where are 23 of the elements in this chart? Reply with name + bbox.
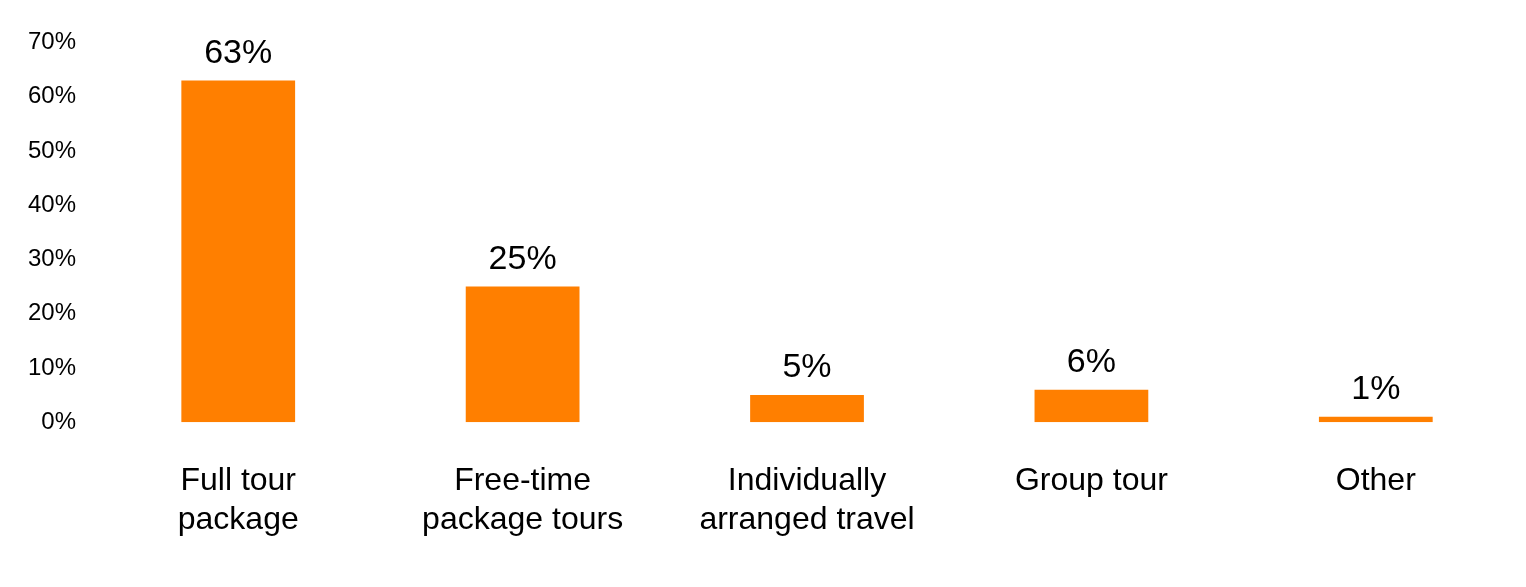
data-label: 63%	[204, 31, 273, 70]
bar	[750, 395, 864, 423]
data-label: 1%	[1351, 368, 1401, 407]
y-tick-label: 50%	[27, 135, 77, 163]
data-label: 5%	[782, 346, 832, 385]
y-tick-label: 40%	[27, 189, 77, 217]
bar	[1034, 389, 1149, 423]
x-tick-label: Other	[1335, 461, 1417, 498]
x-tick-label: Individually arranged travel	[699, 461, 915, 536]
y-tick-label: 0%	[41, 406, 77, 434]
y-tick-label: 10%	[27, 352, 77, 380]
x-tick-label: Full tour package	[177, 461, 299, 536]
y-tick-label: 30%	[27, 244, 77, 272]
data-label: 6%	[1066, 341, 1116, 380]
bar	[181, 80, 296, 423]
y-tick-label: 70%	[27, 27, 77, 55]
x-tick-label: Free-time package tours	[422, 461, 624, 536]
bar	[1318, 416, 1433, 423]
x-tick-label: Group tour	[1014, 461, 1169, 498]
data-label: 25%	[488, 237, 557, 276]
bar	[465, 286, 580, 423]
y-tick-label: 60%	[27, 81, 77, 109]
y-tick-label: 20%	[27, 298, 77, 326]
